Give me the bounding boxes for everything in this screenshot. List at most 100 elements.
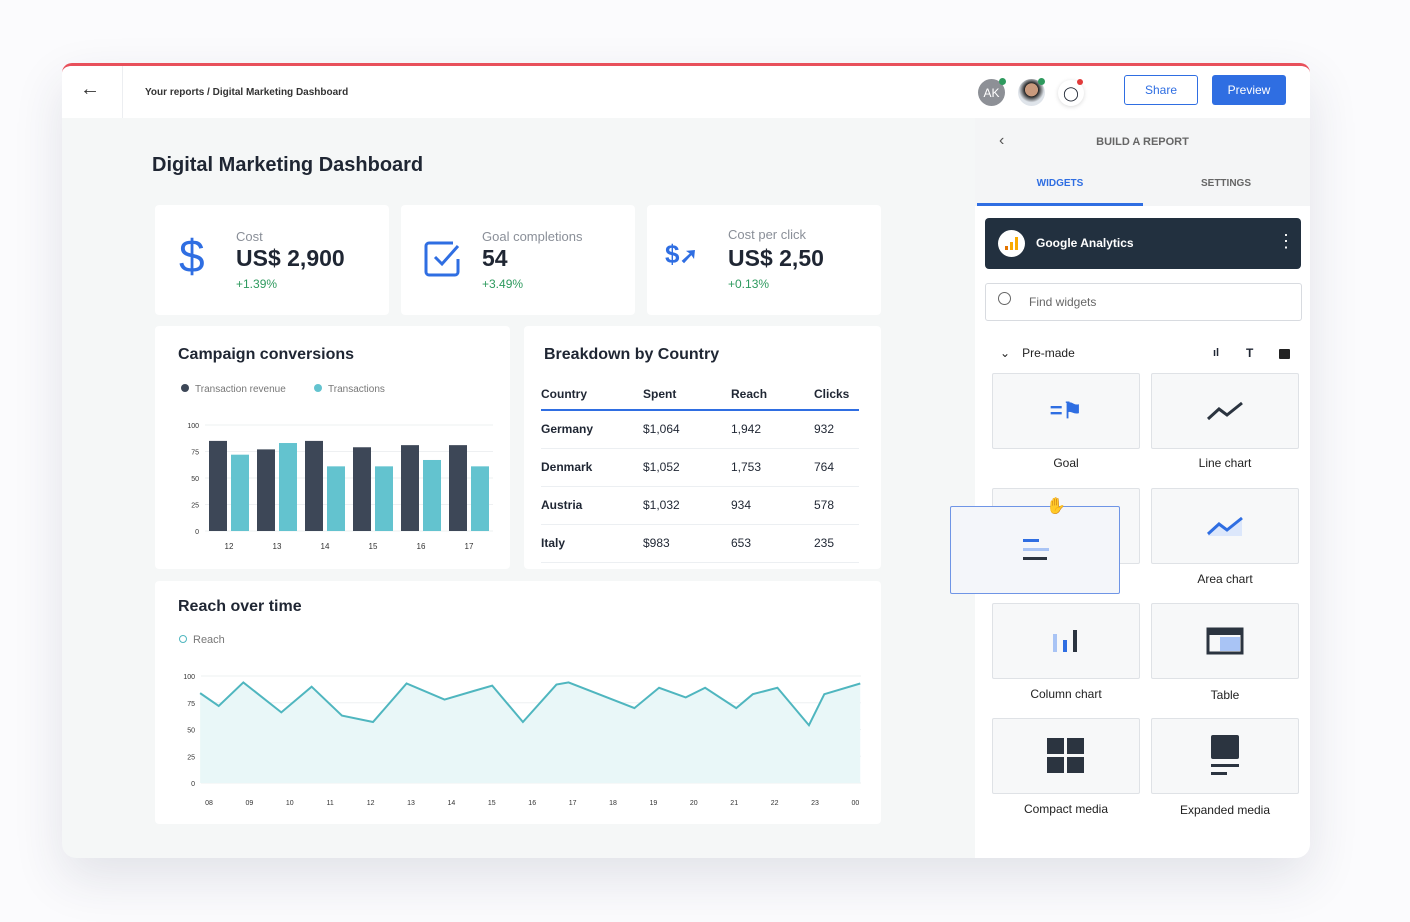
- data-source-selector[interactable]: Google Analytics ⋮: [985, 218, 1301, 269]
- more-vertical-icon[interactable]: ⋮: [1277, 231, 1295, 251]
- widget-line-chart[interactable]: [1151, 373, 1299, 449]
- panel-title: BUILD A REPORT: [1096, 136, 1189, 148]
- text-lines-icon: [1023, 539, 1049, 560]
- bar: [375, 466, 393, 531]
- search-placeholder: Find widgets: [1029, 295, 1097, 309]
- y-tick-label: 25: [187, 754, 195, 761]
- kpi-cost[interactable]: $ Cost US$ 2,900 +1.39%: [155, 205, 389, 315]
- line-chart-icon: [1206, 401, 1243, 421]
- table-title: Breakdown by Country: [544, 346, 720, 363]
- text-filter-icon[interactable]: T: [1246, 346, 1254, 360]
- online-dot: [999, 78, 1006, 85]
- kpi-label: Goal completions: [482, 229, 583, 244]
- legend-item[interactable]: Reach: [179, 634, 225, 646]
- bar: [401, 445, 419, 531]
- kpi-label: Cost per click: [728, 227, 807, 242]
- widget-expanded-media[interactable]: [1151, 718, 1299, 794]
- checkbox-icon: [424, 241, 460, 277]
- data-source-name: Google Analytics: [1036, 236, 1134, 250]
- x-tick-label: 12: [367, 800, 375, 807]
- y-tick-label: 0: [191, 781, 195, 788]
- kpi-value: US$ 2,900: [236, 245, 345, 271]
- x-tick-label: 00: [852, 800, 860, 807]
- panel-back-chevron-icon[interactable]: ‹: [999, 132, 1005, 149]
- dragged-widget-ghost[interactable]: [950, 506, 1120, 594]
- widget-goal[interactable]: =⚑: [992, 373, 1140, 449]
- table-row[interactable]: Germany $1,064 1,942 932: [541, 410, 859, 449]
- tab-settings[interactable]: SETTINGS: [1143, 178, 1309, 206]
- x-tick-label: 22: [771, 800, 779, 807]
- y-tick-label: 25: [191, 503, 199, 510]
- reach-line: [199, 681, 861, 728]
- area-chart: 100 75 50 25 0 08 09 10 11 12 13 14 15 16 17 18 19 20 21 22…: [183, 674, 861, 807]
- kpi-value: 54: [482, 245, 508, 271]
- kpi-value: US$ 2,50: [728, 245, 824, 271]
- table-row[interactable]: Austria $1,032 934 578: [541, 486, 859, 525]
- dollar-icon: $: [179, 230, 205, 282]
- table-row[interactable]: Italy $983 653 235: [541, 524, 859, 563]
- table-cell: $1,052: [643, 448, 731, 487]
- widget-area-chart[interactable]: [1151, 488, 1299, 564]
- x-tick-label: 16: [417, 542, 426, 551]
- kpi-delta: +1.39%: [236, 277, 278, 291]
- dollar-cursor-icon: $➚: [665, 239, 698, 269]
- preview-button[interactable]: Preview: [1212, 75, 1286, 105]
- x-tick-label: 11: [327, 800, 334, 807]
- breadcrumb[interactable]: Your reports / Digital Marketing Dashboa…: [145, 87, 349, 98]
- bar: [353, 447, 371, 531]
- avatar[interactable]: AK: [978, 79, 1005, 106]
- y-tick-label: 50: [191, 476, 199, 483]
- table-icon: [1206, 627, 1244, 655]
- table-row[interactable]: Denmark $1,052 1,753 764: [541, 448, 859, 487]
- y-tick-label: 100: [187, 423, 199, 430]
- bar: [449, 445, 467, 531]
- legend-item[interactable]: Transaction revenue: [181, 384, 286, 395]
- column-header[interactable]: Clicks: [814, 378, 859, 411]
- table-cell: 1,942: [731, 410, 814, 449]
- kpi-goal-completions[interactable]: Goal completions 54 +3.49%: [401, 205, 635, 315]
- x-tick-label: 17: [569, 800, 577, 807]
- table-cell: 764: [814, 448, 859, 487]
- tab-widgets[interactable]: WIDGETS: [977, 178, 1143, 206]
- legend-label: Transaction revenue: [195, 384, 286, 395]
- y-tick-label: 75: [187, 701, 195, 708]
- x-tick-label: 08: [205, 800, 213, 807]
- google-analytics-logo-icon: [998, 230, 1025, 257]
- image-filter-icon[interactable]: [1279, 349, 1290, 359]
- column-header[interactable]: Reach: [731, 378, 814, 411]
- x-tick-label: 20: [690, 800, 698, 807]
- bar: [209, 440, 227, 531]
- widget-table[interactable]: [1151, 603, 1299, 679]
- legend-item[interactable]: Transactions: [314, 384, 385, 395]
- y-tick-label: 100: [183, 674, 195, 681]
- widget-column-chart[interactable]: [992, 603, 1140, 679]
- area-fill: [200, 682, 861, 783]
- x-tick-label: 10: [286, 800, 294, 807]
- legend-label: Transactions: [328, 384, 385, 395]
- chart-filter-icon[interactable]: ıl: [1213, 347, 1220, 359]
- build-report-panel: ‹ BUILD A REPORT WIDGETS SETTINGS Google…: [975, 118, 1310, 858]
- table-cell: 1,753: [731, 448, 814, 487]
- widget-compact-media[interactable]: [992, 718, 1140, 794]
- bar: [231, 454, 249, 531]
- chevron-down-icon: ⌄: [1000, 346, 1011, 360]
- share-button[interactable]: Share: [1124, 75, 1198, 105]
- widget-search-input[interactable]: Find widgets: [985, 283, 1302, 321]
- column-header[interactable]: Spent: [643, 378, 731, 411]
- kpi-cost-per-click[interactable]: $➚ Cost per click US$ 2,50 +0.13%: [647, 205, 881, 315]
- tab-label: WIDGETS: [1036, 178, 1084, 189]
- search-icon: [998, 292, 1011, 305]
- column-header[interactable]: Country: [541, 378, 643, 411]
- widget-label: Expanded media: [1179, 803, 1271, 817]
- widget-label: Column chart: [1030, 687, 1102, 701]
- section-toggle[interactable]: ⌄ Pre-made: [1000, 346, 1075, 360]
- chat-icon[interactable]: ◯: [1058, 80, 1084, 106]
- legend-label: Reach: [193, 634, 225, 646]
- x-tick-label: 14: [448, 800, 456, 807]
- area-chart-icon: [1206, 516, 1243, 536]
- back-arrow-icon[interactable]: ←: [80, 78, 100, 100]
- x-tick-label: 17: [465, 542, 474, 551]
- x-tick-label: 13: [407, 800, 415, 807]
- y-tick-label: 0: [195, 529, 199, 536]
- top-bar: ← Your reports / Digital Marketing Dashb…: [62, 66, 1310, 118]
